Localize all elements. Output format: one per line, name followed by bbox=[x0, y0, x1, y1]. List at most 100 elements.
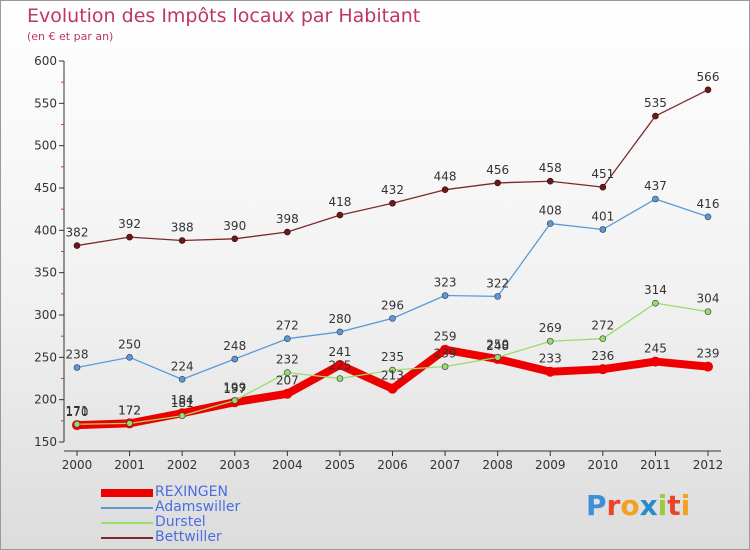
legend-item-bettwiller: Bettwiller bbox=[101, 530, 240, 545]
point-rexingen bbox=[703, 361, 713, 372]
point-adamswiller bbox=[494, 293, 501, 300]
data-label-durstel: 225 bbox=[328, 359, 351, 373]
data-label-adamswiller: 224 bbox=[171, 359, 194, 373]
data-label-durstel: 235 bbox=[381, 350, 404, 364]
point-rexingen bbox=[650, 356, 661, 367]
data-label-bettwiller: 448 bbox=[434, 170, 457, 184]
legend-swatch bbox=[101, 506, 153, 509]
y-tick-label: 350 bbox=[34, 266, 57, 280]
x-tick-label: 2003 bbox=[219, 458, 250, 472]
point-bettwiller bbox=[178, 237, 186, 244]
point-bettwiller bbox=[441, 186, 449, 193]
data-label-adamswiller: 416 bbox=[697, 197, 720, 211]
legend-item-adamswiller: Adamswiller bbox=[101, 500, 240, 515]
point-durstel bbox=[546, 337, 554, 345]
point-bettwiller bbox=[284, 228, 291, 236]
data-label-durstel: 269 bbox=[539, 321, 562, 335]
point-durstel bbox=[231, 397, 239, 404]
legend-swatch bbox=[101, 521, 153, 524]
point-durstel bbox=[389, 366, 396, 374]
data-label-bettwiller: 388 bbox=[171, 220, 194, 234]
data-label-rexingen: 241 bbox=[328, 345, 351, 359]
point-bettwiller bbox=[494, 179, 501, 187]
y-tick-label: 550 bbox=[34, 96, 57, 110]
y-tick-label: 400 bbox=[34, 223, 57, 237]
point-durstel bbox=[126, 420, 133, 427]
data-label-durstel: 304 bbox=[697, 292, 720, 306]
data-label-bettwiller: 432 bbox=[381, 183, 404, 197]
chart-subtitle: (en € et par an) bbox=[27, 30, 114, 43]
legend-label: Durstel bbox=[155, 514, 206, 530]
data-label-adamswiller: 280 bbox=[328, 312, 351, 326]
data-label-bettwiller: 456 bbox=[486, 163, 509, 177]
data-label-bettwiller: 418 bbox=[328, 195, 351, 209]
data-label-bettwiller: 451 bbox=[591, 167, 614, 181]
x-tick-label: 2001 bbox=[114, 458, 145, 472]
logo-letter: x bbox=[639, 489, 658, 522]
point-bettwiller bbox=[336, 211, 344, 219]
data-label-bettwiller: 535 bbox=[644, 96, 667, 110]
point-rexingen bbox=[440, 344, 451, 355]
legend-label: Bettwiller bbox=[155, 529, 222, 545]
y-tick-label: 300 bbox=[34, 308, 57, 322]
point-durstel bbox=[336, 375, 344, 382]
x-tick-label: 2002 bbox=[167, 458, 198, 472]
point-durstel bbox=[284, 369, 291, 376]
data-label-rexingen: 233 bbox=[539, 352, 562, 366]
data-label-adamswiller: 238 bbox=[66, 347, 89, 361]
logo-letter: t bbox=[667, 489, 681, 522]
chart-title: Evolution des Impôts locaux par Habitant bbox=[27, 5, 421, 27]
x-tick-label: 2012 bbox=[693, 458, 724, 472]
point-rexingen bbox=[334, 359, 345, 370]
point-bettwiller bbox=[389, 199, 396, 207]
point-adamswiller bbox=[126, 354, 133, 361]
data-label-durstel: 232 bbox=[276, 353, 299, 367]
x-tick-label: 2007 bbox=[430, 458, 461, 472]
y-tick-label: 450 bbox=[34, 181, 57, 195]
data-label-rexingen: 248 bbox=[486, 339, 509, 353]
data-label-rexingen: 197 bbox=[223, 382, 246, 396]
data-label-bettwiller: 390 bbox=[223, 219, 246, 233]
y-tick-label: 500 bbox=[34, 139, 57, 153]
x-tick-label: 2008 bbox=[482, 458, 513, 472]
data-label-adamswiller: 437 bbox=[644, 179, 667, 193]
point-bettwiller bbox=[599, 183, 607, 191]
data-label-rexingen: 184 bbox=[171, 393, 194, 407]
data-label-bettwiller: 382 bbox=[66, 226, 89, 240]
point-rexingen bbox=[597, 364, 608, 375]
y-tick-label: 150 bbox=[34, 435, 57, 449]
logo-letter: r bbox=[606, 489, 621, 522]
legend-label: Adamswiller bbox=[155, 499, 241, 515]
point-rexingen bbox=[387, 383, 398, 394]
point-bettwiller bbox=[546, 177, 554, 185]
point-bettwiller bbox=[704, 86, 712, 94]
point-adamswiller bbox=[652, 195, 659, 203]
point-bettwiller bbox=[126, 233, 133, 241]
legend-swatch bbox=[101, 536, 153, 539]
logo-letter: o bbox=[620, 489, 640, 522]
x-tick-label: 2010 bbox=[588, 458, 619, 472]
point-bettwiller bbox=[652, 112, 659, 120]
point-adamswiller bbox=[231, 355, 239, 363]
logo-letter: P bbox=[586, 489, 607, 522]
point-adamswiller bbox=[441, 292, 449, 299]
point-durstel bbox=[652, 299, 659, 307]
data-label-durstel: 272 bbox=[591, 319, 614, 333]
point-rexingen bbox=[545, 366, 556, 377]
data-label-rexingen: 259 bbox=[434, 330, 457, 344]
point-durstel bbox=[494, 354, 501, 361]
x-tick-label: 2004 bbox=[272, 458, 303, 472]
point-adamswiller bbox=[599, 226, 607, 233]
data-label-adamswiller: 401 bbox=[591, 209, 614, 223]
legend-item-rexingen: REXINGEN bbox=[101, 485, 240, 500]
chart-legend: REXINGEN Adamswiller Durstel Bettwiller bbox=[101, 485, 240, 545]
proxiti-logo: Proxiti bbox=[586, 489, 690, 522]
data-label-adamswiller: 323 bbox=[434, 276, 457, 290]
data-label-rexingen: 213 bbox=[381, 369, 404, 383]
point-adamswiller bbox=[284, 335, 291, 343]
data-label-adamswiller: 250 bbox=[118, 337, 141, 351]
data-label-durstel: 172 bbox=[118, 403, 141, 417]
point-durstel bbox=[73, 420, 81, 428]
